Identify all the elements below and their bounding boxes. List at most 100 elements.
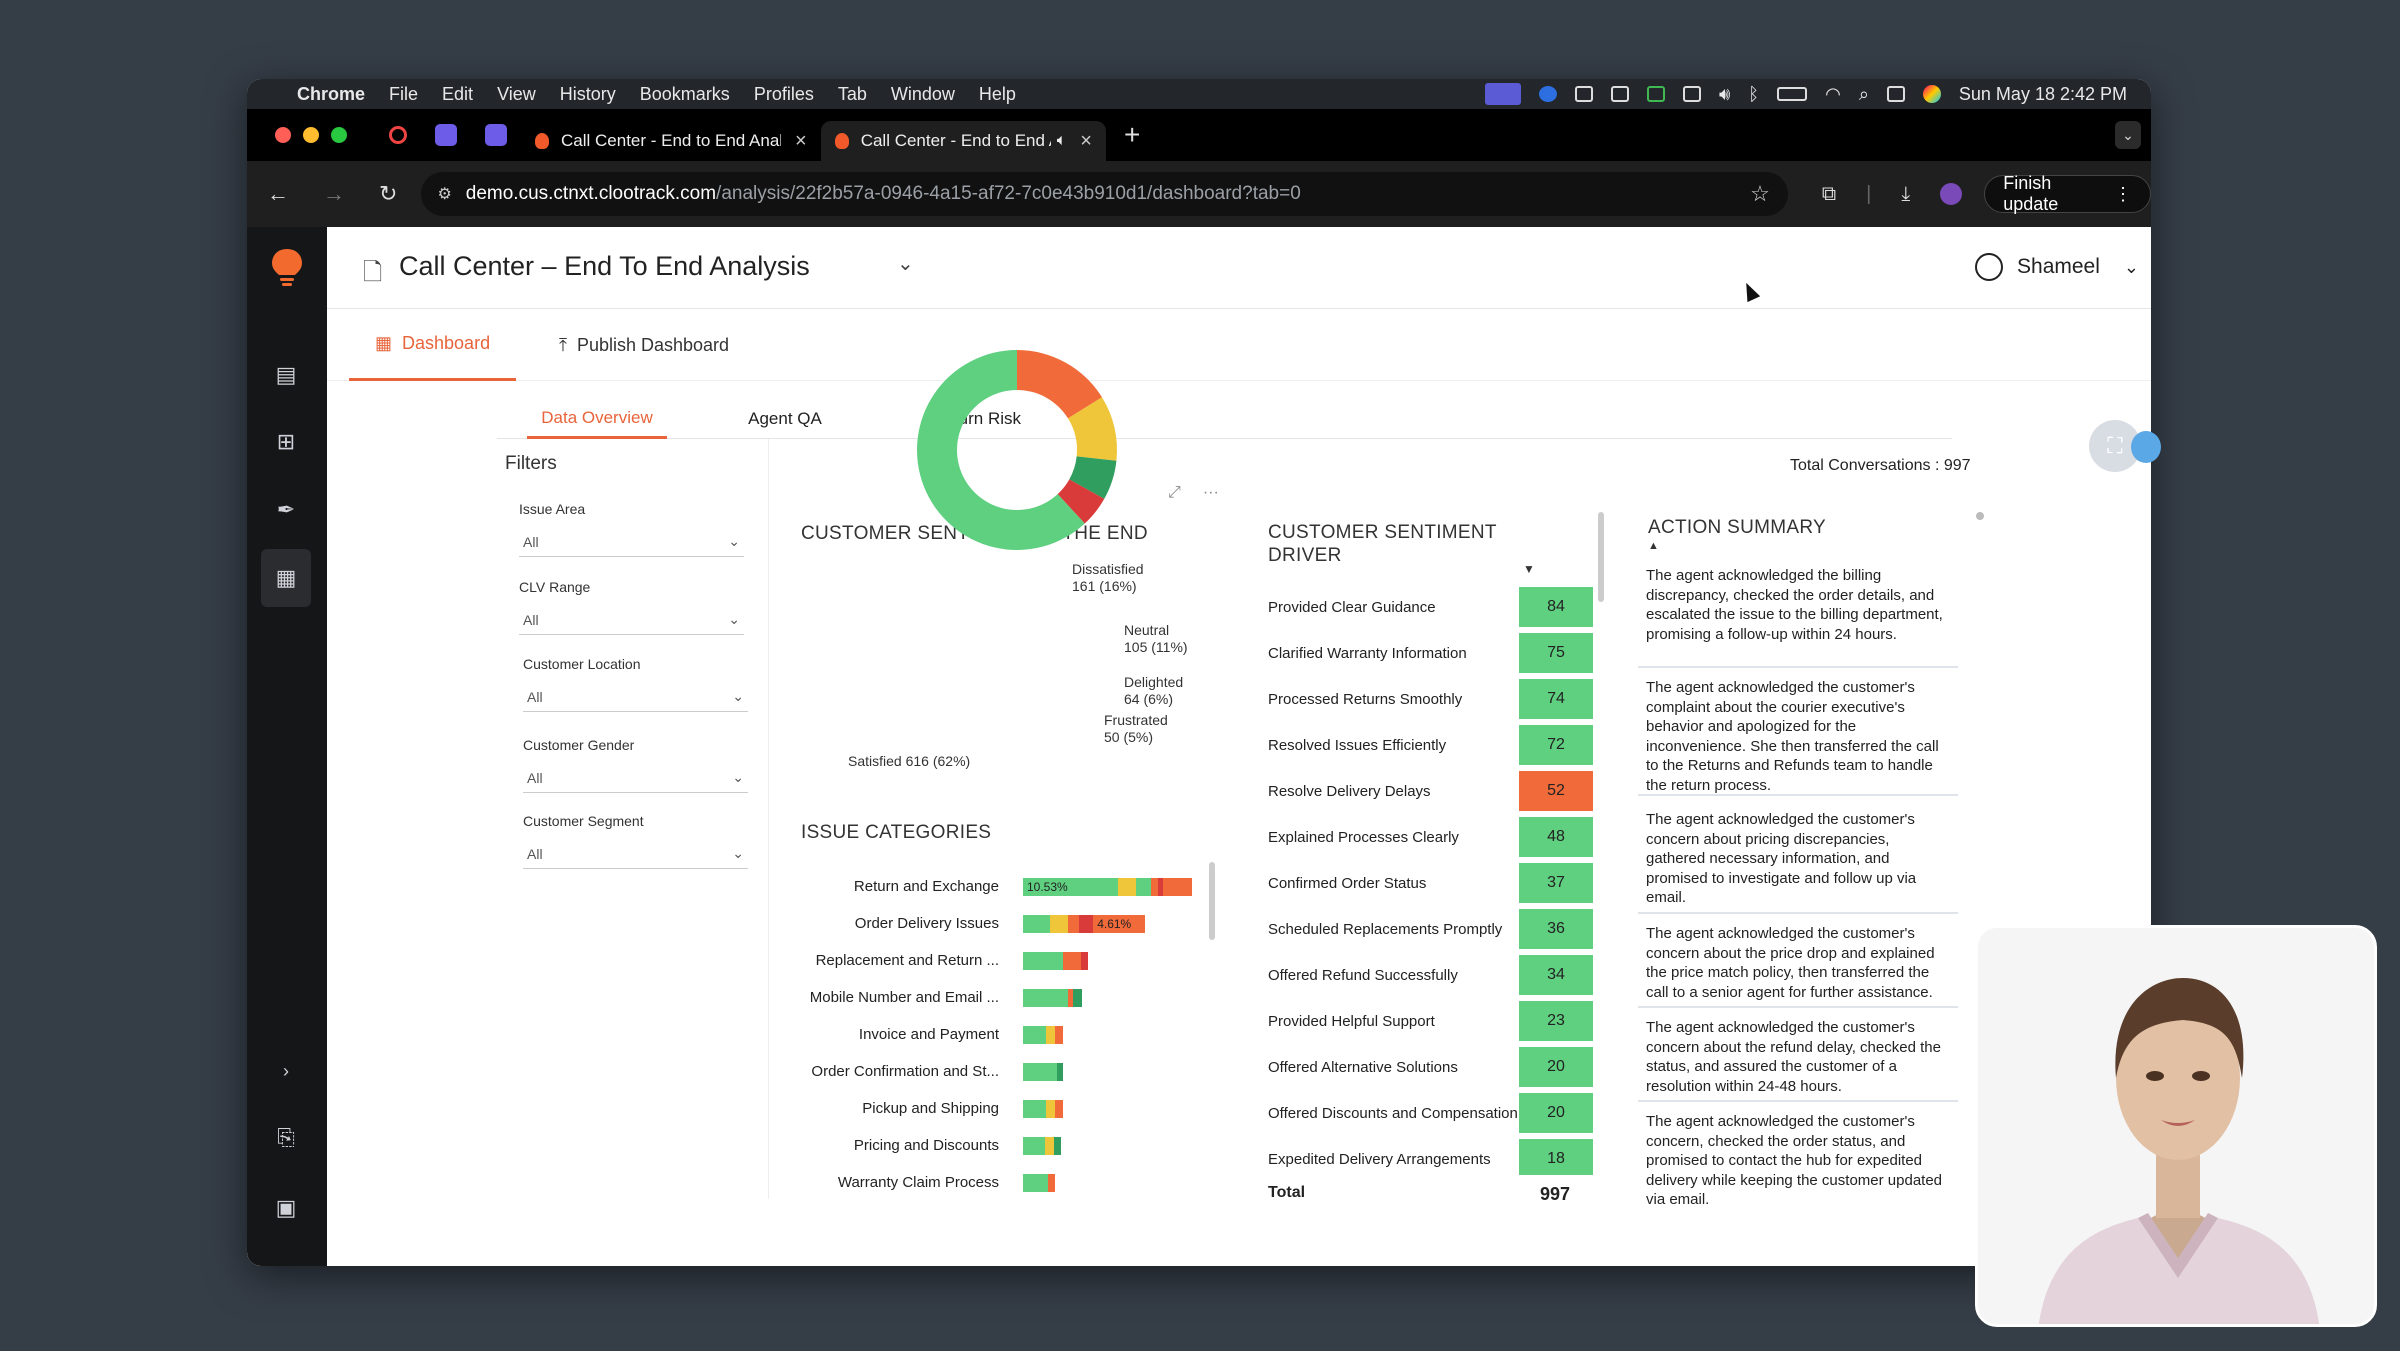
new-tab-icon[interactable]: + — [1123, 119, 1141, 150]
sidebar-hierarchy-icon[interactable]: ⊞ — [276, 429, 296, 454]
extensions-icon[interactable]: ⧉ — [1821, 182, 1837, 205]
menu-app[interactable]: Chrome — [297, 83, 366, 104]
control-center-icon[interactable] — [1886, 86, 1905, 102]
issue-row[interactable]: Pricing and Discounts — [772, 1137, 1227, 1157]
driver-row[interactable]: Scheduled Replacements Promptly 36 — [1253, 909, 1603, 949]
close-window-icon[interactable] — [275, 127, 291, 143]
donut-slice-delighted[interactable] — [1069, 456, 1117, 499]
issue-scrollbar[interactable] — [1209, 862, 1215, 940]
donut-slice-neutral[interactable] — [1067, 397, 1117, 461]
scroll-dot[interactable] — [1976, 512, 1984, 520]
donut-slice-satisfied[interactable] — [917, 350, 1085, 550]
back-icon[interactable]: ← — [267, 181, 289, 206]
issue-row[interactable]: Return and Exchange 10.53% — [772, 878, 1227, 898]
bookmark-star-icon[interactable]: ☆ — [1750, 181, 1770, 206]
filter-select[interactable]: All ⌄ — [519, 527, 744, 557]
tab-call-center-2[interactable]: Call Center - End to End A 🔈︎ × — [820, 121, 1106, 161]
more-menu-icon[interactable]: ⋮ — [2114, 183, 2132, 204]
wifi-icon[interactable]: ◠ — [1825, 83, 1841, 104]
menu-tab[interactable]: Tab — [837, 83, 867, 104]
issue-row[interactable]: Pickup and Shipping — [772, 1100, 1227, 1120]
audio-playing-icon[interactable]: 🔈︎ — [1056, 132, 1067, 149]
tab-publish-dashboard[interactable]: ⤒ Publish Dashboard — [559, 309, 729, 381]
issue-row[interactable]: Order Delivery Issues 4.61% — [772, 915, 1227, 935]
issue-row[interactable]: Mobile Number and Email ... — [772, 989, 1227, 1009]
driver-row[interactable]: Clarified Warranty Information 75 — [1253, 633, 1603, 673]
close-tab-icon[interactable]: × — [1080, 129, 1092, 152]
expand-panel-icon[interactable]: ⤢ — [1168, 484, 1181, 501]
driver-row[interactable]: Explained Processes Clearly 48 — [1253, 817, 1603, 857]
issue-row[interactable]: Replacement and Return ... — [772, 952, 1227, 972]
menu-file[interactable]: File — [389, 83, 419, 104]
notion-icon[interactable] — [1574, 86, 1593, 102]
title-chevron-down-icon[interactable]: ⌄ — [897, 253, 914, 275]
driver-row[interactable]: Offered Discounts and Compensation 20 — [1253, 1093, 1603, 1133]
menu-window[interactable]: Window — [890, 83, 955, 104]
sidebar-dashboard-icon[interactable]: ▦ — [261, 549, 311, 607]
sidebar-feather-icon[interactable]: ✒ — [276, 497, 296, 522]
profile-avatar-icon[interactable] — [1940, 183, 1963, 205]
driver-row[interactable]: Provided Clear Guidance 84 — [1253, 587, 1603, 627]
volume-icon[interactable]: 🔊︎ — [1718, 83, 1731, 104]
search-icon[interactable]: ⌕ — [1858, 83, 1869, 104]
user-menu[interactable]: Shameel ⌄ — [1975, 253, 2139, 281]
download-icon[interactable]: ⤓ — [1901, 182, 1911, 205]
sidebar-expand-icon[interactable]: › — [283, 1060, 289, 1081]
app-green-icon[interactable] — [1646, 86, 1665, 102]
filter-select[interactable]: All ⌄ — [523, 682, 748, 712]
sidebar-calendar-icon[interactable]: ▣ — [275, 1195, 297, 1220]
filter-select[interactable]: All ⌄ — [523, 839, 748, 869]
issue-row[interactable]: Order Confirmation and St... — [772, 1063, 1227, 1083]
driver-row[interactable]: Confirmed Order Status 37 — [1253, 863, 1603, 903]
filter-select[interactable]: All ⌄ — [519, 605, 744, 635]
screen-share-icon[interactable] — [1484, 83, 1521, 105]
tab-dashboard[interactable]: ▦ Dashboard — [349, 309, 517, 381]
finish-update-button[interactable]: Finish update ⋮ — [1984, 173, 2151, 214]
subtab-data-overview[interactable]: Data Overview — [527, 399, 667, 439]
driver-row[interactable]: Resolve Delivery Delays 52 — [1253, 771, 1603, 811]
driver-row[interactable]: Processed Returns Smoothly 74 — [1253, 679, 1603, 719]
app-icon[interactable] — [1610, 86, 1629, 102]
tab-call-center-1[interactable]: Call Center - End to End Anal × — [521, 121, 821, 161]
pinned-tab-app-icon[interactable] — [435, 124, 457, 146]
menu-edit[interactable]: Edit — [442, 83, 474, 104]
car-icon[interactable] — [1682, 86, 1701, 102]
sort-down-icon[interactable]: ▼ — [1523, 562, 1535, 576]
sort-up-icon[interactable]: ▲ — [1648, 540, 1659, 552]
assistant-bubble-icon[interactable] — [2131, 431, 2161, 463]
driver-row[interactable]: Provided Helpful Support 23 — [1253, 1001, 1603, 1041]
donut-slice-dissatisfied[interactable] — [1017, 350, 1102, 419]
site-info-icon[interactable]: ⚙ — [437, 186, 452, 203]
menu-history[interactable]: History — [559, 83, 616, 104]
forward-icon[interactable]: → — [323, 181, 345, 206]
pinned-tab-app2-icon[interactable] — [485, 124, 507, 146]
zoom-icon[interactable] — [1538, 86, 1557, 102]
battery-icon[interactable] — [1777, 87, 1808, 101]
close-tab-icon[interactable]: × — [795, 129, 807, 152]
menu-profiles[interactable]: Profiles — [753, 83, 814, 104]
issue-row[interactable]: Warranty Claim Process — [772, 1174, 1227, 1194]
url-field[interactable]: ⚙ demo.cus.ctnxt.clootrack.com/analysis/… — [421, 172, 1788, 216]
filter-select[interactable]: All ⌄ — [523, 763, 748, 793]
subtab-agent-qa[interactable]: Agent QA — [748, 409, 822, 428]
issue-row[interactable]: Invoice and Payment — [772, 1026, 1227, 1046]
donut-slice-frustrated[interactable] — [1057, 479, 1105, 524]
siri-icon[interactable] — [1922, 85, 1941, 103]
reload-icon[interactable]: ↻ — [379, 181, 398, 206]
driver-row[interactable]: Offered Refund Successfully 34 — [1253, 955, 1603, 995]
bluetooth-icon[interactable]: ᛒ — [1748, 83, 1760, 104]
sidebar-data-icon[interactable]: ▤ — [275, 362, 297, 387]
driver-row[interactable]: Expedited Delivery Arrangements 18 — [1253, 1139, 1603, 1175]
driver-scrollbar[interactable] — [1598, 512, 1604, 602]
sidebar-reports-icon[interactable]: ⎘ — [277, 1125, 295, 1150]
tab-search-chevron-icon[interactable]: ⌄ — [2115, 121, 2141, 149]
panel-more-icon[interactable]: ··· — [1202, 484, 1219, 501]
minimize-window-icon[interactable] — [303, 127, 319, 143]
clootrack-logo-icon[interactable] — [269, 247, 305, 287]
driver-row[interactable]: Resolved Issues Efficiently 72 — [1253, 725, 1603, 765]
pinned-tab-record-icon[interactable] — [389, 126, 407, 144]
maximize-window-icon[interactable] — [331, 127, 347, 143]
menu-bookmarks[interactable]: Bookmarks — [639, 83, 730, 104]
driver-row[interactable]: Offered Alternative Solutions 20 — [1253, 1047, 1603, 1087]
menu-help[interactable]: Help — [978, 83, 1016, 104]
